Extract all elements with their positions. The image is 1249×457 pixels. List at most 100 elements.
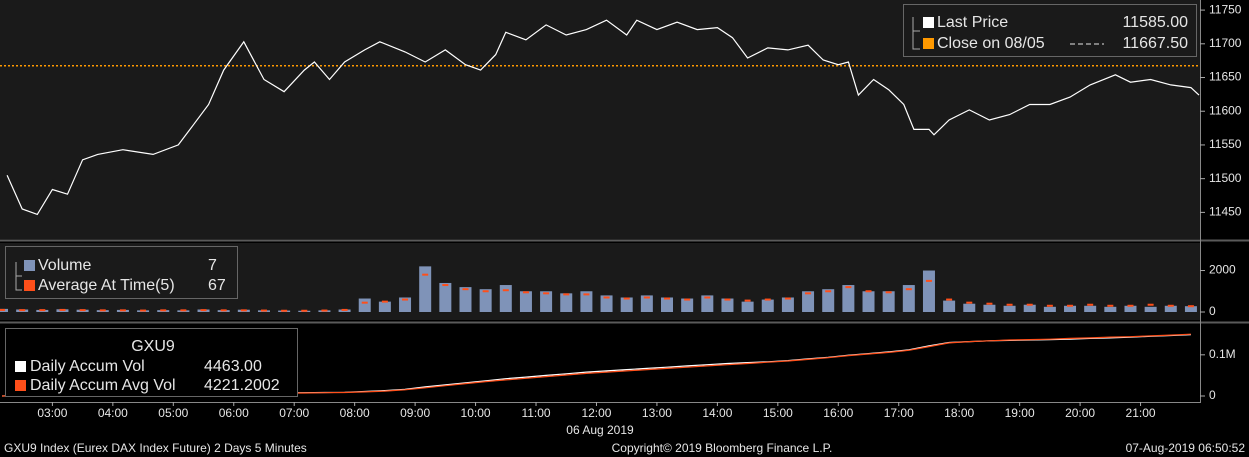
- bar: [399, 297, 412, 312]
- average-mark: [321, 309, 328, 312]
- average-mark: [1127, 304, 1134, 307]
- average-mark: [1107, 304, 1114, 307]
- bar: [761, 299, 774, 312]
- average-mark: [381, 300, 388, 303]
- legend-value: 4463.00: [204, 358, 262, 375]
- bar: [620, 297, 633, 312]
- average-mark: [442, 284, 449, 287]
- bar: [1064, 305, 1077, 312]
- average-mark: [160, 309, 167, 312]
- bar: [721, 298, 734, 312]
- x-tick-label: 20:00: [1065, 406, 1095, 420]
- bar: [479, 289, 492, 312]
- average-mark: [1187, 305, 1194, 308]
- average-mark: [603, 296, 610, 299]
- average-mark: [240, 309, 247, 312]
- x-tick-label: 11:00: [521, 406, 550, 420]
- legend-value: 11667.50: [1122, 35, 1188, 52]
- average-mark: [79, 309, 86, 312]
- bar: [862, 291, 875, 312]
- x-tick-label: 12:00: [581, 406, 611, 420]
- bar: [459, 287, 472, 312]
- average-mark: [925, 279, 932, 282]
- x-tick-label: 06:00: [219, 406, 249, 420]
- x-tick-label: 14:00: [702, 406, 732, 420]
- x-tick-label: 19:00: [1005, 406, 1035, 420]
- average-mark: [1046, 304, 1053, 307]
- y-tick-label: 11550: [1209, 137, 1242, 151]
- bar: [922, 270, 935, 312]
- average-mark: [1006, 303, 1013, 306]
- x-tick-label: 21:00: [1126, 406, 1156, 420]
- bar: [701, 295, 714, 312]
- bar: [983, 304, 996, 312]
- legend-value: 7: [208, 257, 217, 274]
- legend-swatch: [24, 260, 35, 271]
- average-mark: [402, 298, 409, 301]
- legend-value: 4221.2002: [204, 377, 280, 394]
- x-tick-label: 03:00: [37, 406, 67, 420]
- average-mark: [543, 292, 550, 295]
- legend-swatch: [923, 38, 934, 49]
- average-mark: [583, 293, 590, 296]
- bar: [781, 297, 794, 312]
- average-mark: [502, 289, 509, 292]
- bar: [439, 282, 452, 312]
- bar: [943, 300, 956, 312]
- x-tick-label: 09:00: [400, 406, 430, 420]
- average-mark: [1067, 304, 1074, 307]
- average-mark: [724, 298, 731, 301]
- average-mark: [704, 296, 711, 299]
- y-tick-label: 11450: [1209, 205, 1242, 219]
- bar: [1124, 305, 1137, 312]
- average-mark: [482, 290, 489, 293]
- bar: [1184, 306, 1197, 312]
- average-mark: [885, 291, 892, 294]
- legend-box: [5, 328, 298, 397]
- average-mark: [462, 288, 469, 291]
- footer-right: 07-Aug-2019 06:50:52: [1126, 441, 1246, 455]
- average-mark: [684, 298, 691, 301]
- bar: [499, 285, 512, 312]
- average-mark: [39, 309, 46, 312]
- legend-value: 11585.00: [1122, 14, 1188, 31]
- bar: [1003, 305, 1016, 312]
- average-mark: [180, 309, 187, 312]
- y-tick-label: 11500: [1209, 171, 1242, 185]
- x-tick-label: 07:00: [279, 406, 309, 420]
- x-tick-label: 18:00: [944, 406, 974, 420]
- average-mark: [301, 309, 308, 312]
- bar: [560, 293, 573, 312]
- average-mark: [0, 308, 6, 311]
- bar: [419, 266, 432, 312]
- legend-label: Daily Accum Vol: [30, 358, 145, 375]
- average-mark: [966, 301, 973, 304]
- average-mark: [1147, 303, 1154, 306]
- bar: [540, 291, 553, 312]
- bar: [640, 295, 653, 312]
- legend-label: Last Price: [937, 14, 1008, 31]
- average-mark: [1167, 304, 1174, 307]
- series-line: [6, 19, 1200, 216]
- average-mark: [744, 299, 751, 302]
- bar: [1144, 306, 1157, 312]
- average-mark: [563, 293, 570, 296]
- bar: [681, 298, 694, 312]
- average-mark: [119, 309, 126, 312]
- average-mark: [764, 298, 771, 301]
- legend-label: Daily Accum Avg Vol: [30, 377, 176, 394]
- legend-label: Volume: [38, 257, 91, 274]
- average-mark: [1026, 303, 1033, 306]
- average-mark: [200, 309, 207, 312]
- average-mark: [341, 308, 348, 311]
- x-tick-label: 08:00: [340, 406, 370, 420]
- x-tick-label: 16:00: [823, 406, 853, 420]
- bar: [661, 297, 674, 312]
- x-tick-label: 15:00: [763, 406, 793, 420]
- average-mark: [946, 298, 953, 301]
- y-tick-label: 11600: [1209, 103, 1242, 117]
- x-tick-label: 05:00: [158, 406, 188, 420]
- average-mark: [623, 297, 630, 300]
- bar: [741, 301, 754, 312]
- average-mark: [422, 273, 429, 276]
